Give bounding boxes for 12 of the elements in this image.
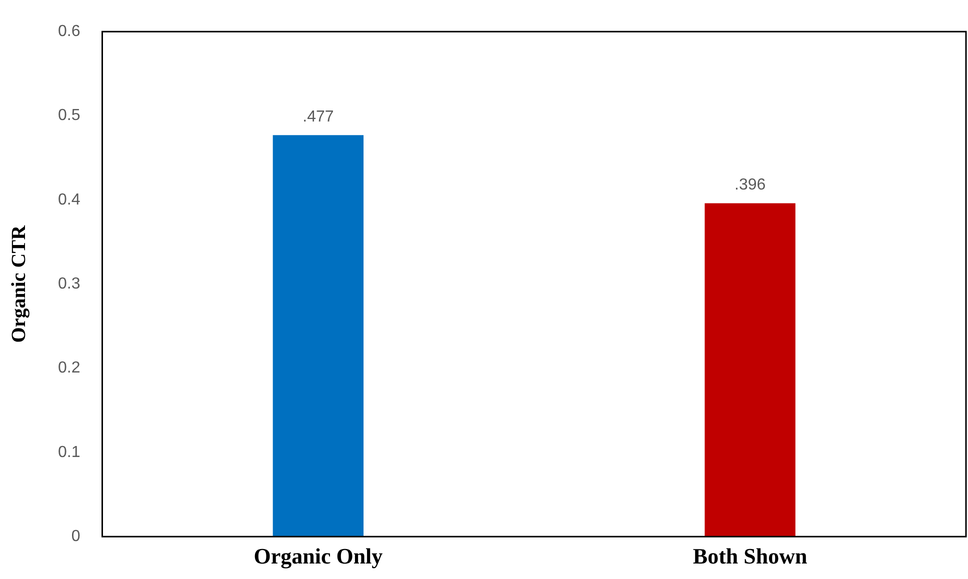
y-tick-label: 0.4 [58, 191, 80, 208]
data-label: .396 [734, 176, 766, 194]
x-tick-label: Organic Only [254, 543, 383, 568]
y-tick-label: 0.2 [58, 360, 80, 377]
y-tick-label: 0 [71, 528, 80, 546]
y-tick-label: 0.6 [58, 23, 80, 40]
data-label: .477 [302, 108, 334, 126]
y-tick-label: 0.5 [58, 107, 80, 124]
y-tick-label: 0.1 [58, 444, 80, 461]
x-tick-label: Both Shown [692, 543, 808, 568]
y-axis-title: Organic CTR [8, 224, 30, 343]
y-tick-label: 0.3 [58, 276, 80, 293]
